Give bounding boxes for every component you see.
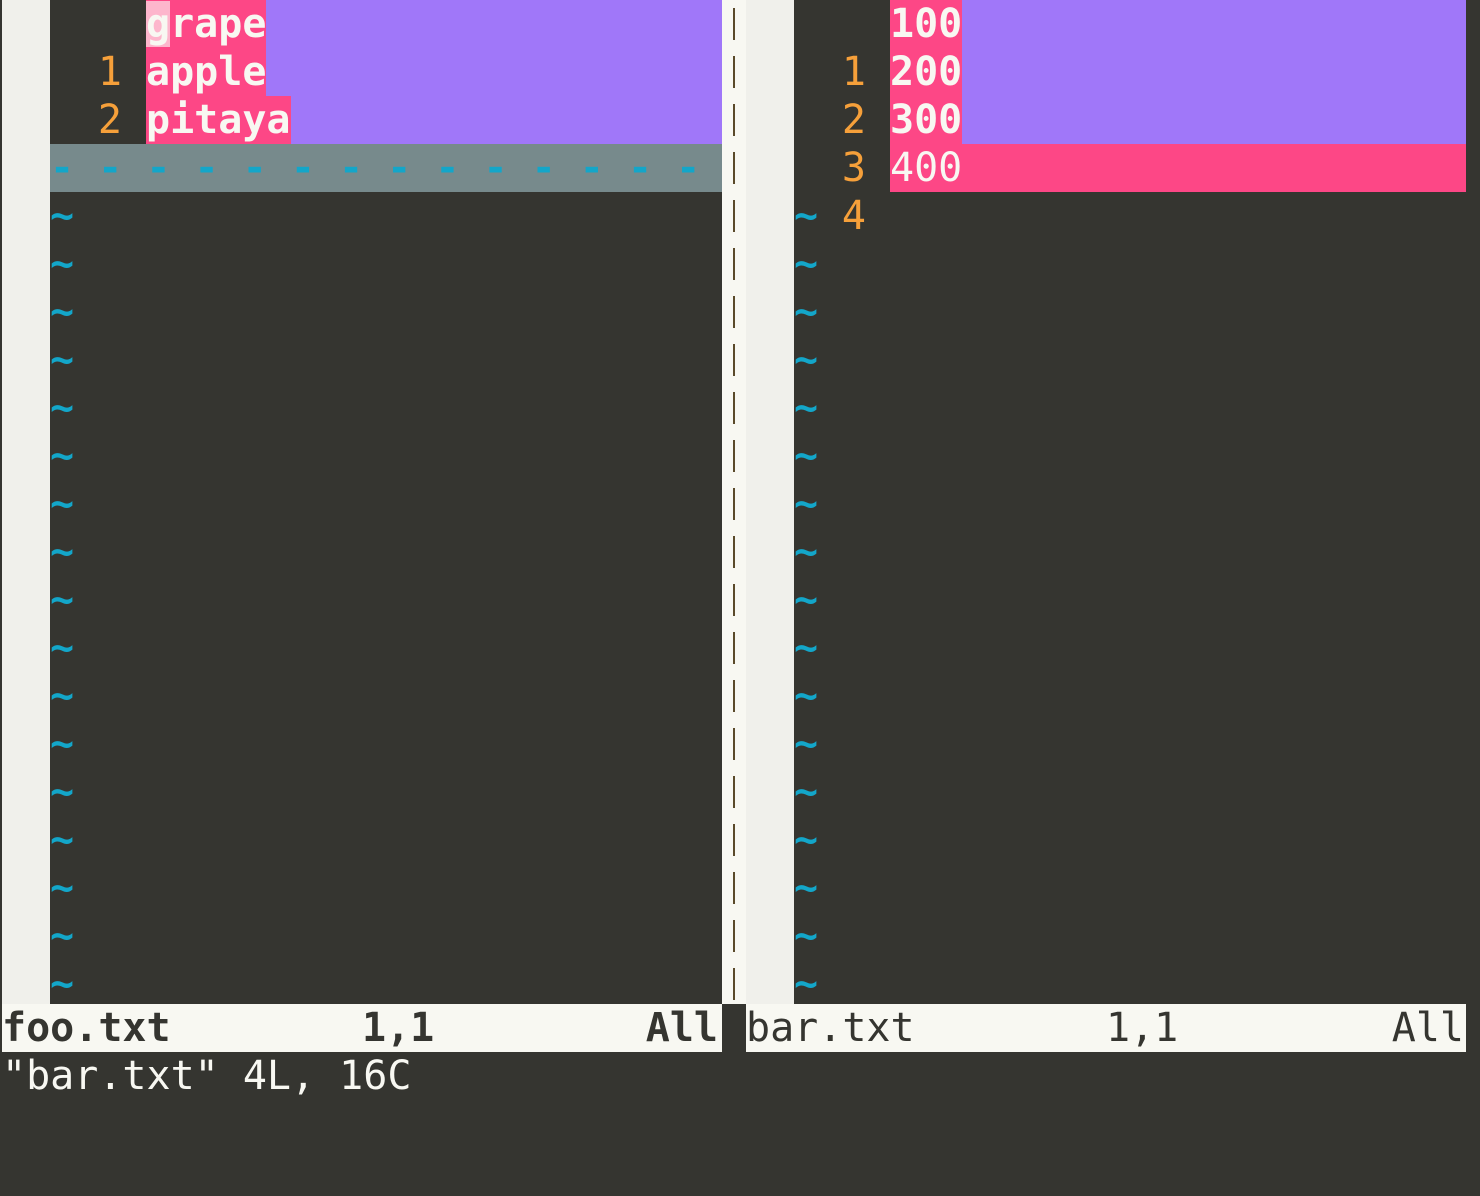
separator-bar — [733, 8, 735, 40]
separator-bar — [733, 296, 735, 328]
empty-line-tilde: ~ — [50, 817, 75, 863]
cursor: g — [146, 1, 171, 47]
changed-text: pitaya — [146, 96, 291, 144]
separator-bar — [733, 200, 735, 232]
separator-bar — [733, 872, 735, 904]
separator-bar — [733, 392, 735, 424]
command-line[interactable]: "bar.txt" 4L, 16C — [2, 1053, 412, 1099]
empty-line-tilde: ~ — [50, 961, 75, 1007]
empty-line-tilde: ~ — [50, 625, 75, 671]
empty-line-tilde: ~ — [794, 577, 819, 623]
added-text: 400 — [890, 144, 1466, 192]
diff-line[interactable]: 2 apple — [50, 48, 722, 143]
line-number: 3 — [841, 145, 866, 191]
diff-line[interactable]: 3 300 — [794, 96, 1466, 191]
line-number: 1 — [97, 49, 122, 95]
empty-line-tilde: ~ — [794, 961, 819, 1007]
empty-line-tilde: ~ — [794, 913, 819, 959]
separator-bar — [733, 728, 735, 760]
right-status-line[interactable]: bar.txt 1,1 All — [746, 1004, 1466, 1052]
separator-bar — [733, 440, 735, 472]
diff-added-line[interactable]: 4 400 — [794, 144, 1466, 239]
changed-text: 200 — [890, 48, 963, 96]
separator-bar — [733, 248, 735, 280]
separator-bar — [733, 680, 735, 712]
changed-text: grape — [146, 0, 267, 48]
empty-line-tilde: ~ — [50, 481, 75, 527]
vertical-split-separator[interactable] — [722, 0, 746, 1004]
changed-text: 100 — [890, 0, 963, 48]
status-scroll: All — [1391, 1005, 1464, 1051]
status-scroll: All — [645, 1005, 718, 1051]
empty-line-tilde: ~ — [50, 865, 75, 911]
empty-line-tilde: ~ — [794, 673, 819, 719]
separator-bar — [733, 776, 735, 808]
empty-line-tilde: ~ — [50, 337, 75, 383]
status-position: 1,1 — [362, 1005, 435, 1051]
empty-line-tilde: ~ — [50, 769, 75, 815]
separator-bar — [733, 536, 735, 568]
changed-text: 300 — [890, 96, 963, 144]
separator-bar — [733, 920, 735, 952]
separator-bar — [733, 824, 735, 856]
empty-line-tilde: ~ — [50, 433, 75, 479]
diff-line[interactable]: 2 200 — [794, 48, 1466, 143]
separator-bar — [733, 584, 735, 616]
empty-line-tilde: ~ — [794, 865, 819, 911]
empty-line-tilde: ~ — [50, 241, 75, 287]
empty-line-tilde: ~ — [794, 721, 819, 767]
empty-line-tilde: ~ — [794, 433, 819, 479]
diff-line[interactable]: 1 grape — [50, 0, 722, 95]
separator-bar — [733, 968, 735, 1000]
empty-line-tilde: ~ — [794, 481, 819, 527]
separator-bar — [733, 104, 735, 136]
sign-column — [746, 0, 794, 1004]
empty-line-tilde: ~ — [794, 529, 819, 575]
empty-line-tilde: ~ — [50, 721, 75, 767]
left-status-line[interactable]: foo.txt 1,1 All — [2, 1004, 722, 1052]
separator-bar — [733, 488, 735, 520]
diff-line[interactable]: 1 100 — [794, 0, 1466, 95]
empty-line-tilde: ~ — [794, 817, 819, 863]
empty-line-tilde: ~ — [50, 913, 75, 959]
empty-line-tilde: ~ — [794, 241, 819, 287]
line-number: 2 — [841, 97, 866, 143]
separator-bar — [733, 632, 735, 664]
empty-line-tilde: ~ — [794, 385, 819, 431]
empty-line-tilde: ~ — [794, 289, 819, 335]
left-window-foo[interactable]: 1 grape 2 apple 3 pitaya - - - - - - - -… — [2, 0, 722, 1007]
line-number: 4 — [841, 193, 866, 239]
empty-line-tilde: ~ — [50, 577, 75, 623]
right-window-bar[interactable]: 1 100 2 200 3 300 4 400 ~ ~ ~ ~ ~ ~ ~ ~ ~ ~ ~ ~ ~ ~ ~ ~… — [746, 0, 1466, 1007]
empty-line-tilde: ~ — [794, 337, 819, 383]
sign-column — [2, 0, 50, 1004]
left-buffer[interactable]: 1 grape 2 apple 3 pitaya - - - - - - - -… — [50, 0, 722, 1007]
diff-filler-line: - - - - - - - - - - - - - - - - - - - - … — [50, 144, 722, 192]
right-buffer[interactable]: 1 100 2 200 3 300 4 400 ~ ~ ~ ~ ~ ~ ~ ~ ~ ~ ~ ~ ~ ~ ~ ~… — [794, 0, 1466, 1007]
empty-line-tilde: ~ — [794, 769, 819, 815]
line-number: 2 — [97, 97, 122, 143]
empty-line-tilde: ~ — [794, 193, 819, 239]
empty-line-tilde: ~ — [50, 385, 75, 431]
empty-line-tilde: ~ — [50, 193, 75, 239]
line-number: 1 — [841, 49, 866, 95]
empty-line-tilde: ~ — [50, 289, 75, 335]
status-position: 1,1 — [1106, 1005, 1179, 1051]
empty-line-tilde: ~ — [794, 625, 819, 671]
status-filename: bar.txt — [746, 1005, 915, 1051]
empty-line-tilde: ~ — [50, 529, 75, 575]
separator-bar — [733, 152, 735, 184]
changed-text: apple — [146, 48, 267, 96]
diff-line[interactable]: 3 pitaya — [50, 96, 722, 191]
separator-bar — [733, 56, 735, 88]
empty-line-tilde: ~ — [50, 673, 75, 719]
separator-bar — [733, 344, 735, 376]
status-filename: foo.txt — [2, 1005, 171, 1051]
